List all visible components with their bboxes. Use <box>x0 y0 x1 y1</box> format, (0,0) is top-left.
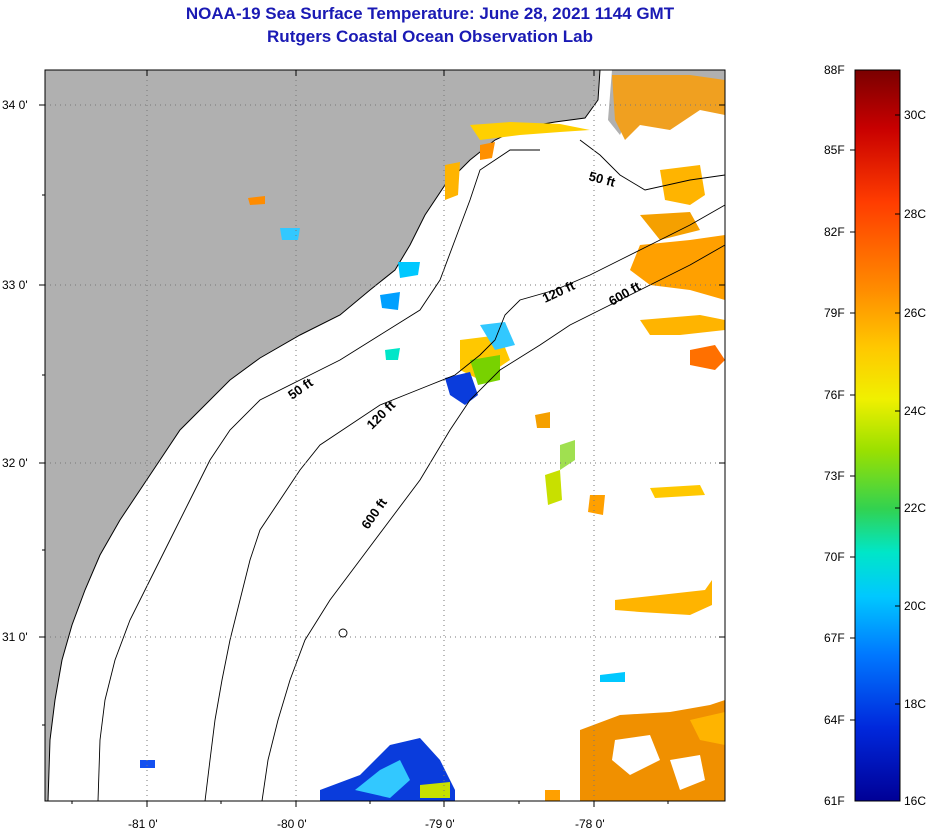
land-area <box>45 70 600 801</box>
map-subtitle: Rutgers Coastal Ocean Observation Lab <box>267 27 593 46</box>
lat-label-33: 33 0' <box>2 278 28 292</box>
lon-label-80: -80 0' <box>277 817 307 831</box>
map-title: NOAA-19 Sea Surface Temperature: June 28… <box>185 4 675 23</box>
lon-label-81: -81 0' <box>128 817 158 831</box>
lat-label-32: 32 0' <box>2 456 28 470</box>
map-frame <box>44 69 726 802</box>
bathymetry-contours <box>97 139 725 801</box>
lat-label-31: 31 0' <box>2 630 28 644</box>
graticule <box>45 70 725 801</box>
sst-patches <box>140 75 725 801</box>
axis-ticks <box>39 70 725 807</box>
lon-label-79: -79 0' <box>425 817 455 831</box>
contour-label-50ft-north: 50 ft <box>587 168 617 190</box>
lat-label-34: 34 0' <box>2 98 28 112</box>
lon-label-78: -78 0' <box>575 817 605 831</box>
